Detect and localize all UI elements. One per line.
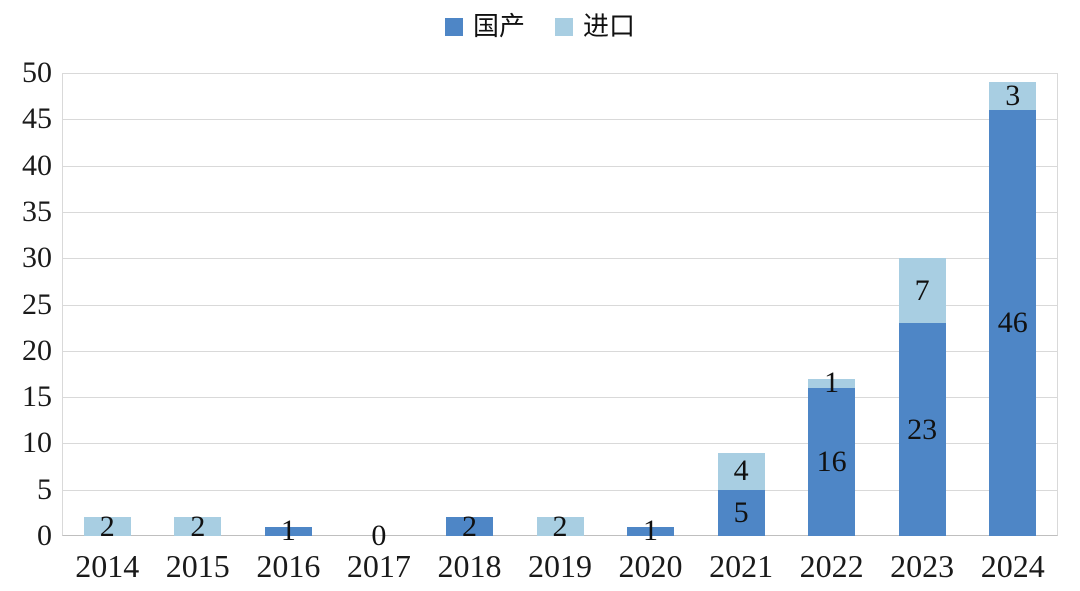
bar-segment-import-2019 (536, 517, 584, 536)
legend: 国产 进口 (0, 14, 1080, 40)
bar-segment-import-2021 (717, 452, 765, 490)
bar-label-import-2023: 7 (914, 273, 930, 307)
y-tick-label: 15 (22, 380, 52, 414)
gridline (62, 443, 1058, 445)
gridline (62, 211, 1058, 213)
bar-label-domestic-2022: 16 (816, 444, 847, 478)
y-tick-label: 5 (37, 472, 52, 506)
bar-label-import-2015: 2 (190, 509, 206, 543)
gridline (62, 489, 1058, 491)
bar-label-domestic-2016: 1 (280, 514, 296, 548)
x-axis-label: 2014 (75, 548, 140, 584)
gridline (62, 350, 1058, 352)
bar-segment-import-2022 (808, 378, 856, 388)
bar-segment-domestic-2024 (989, 110, 1037, 536)
x-axis-label: 2018 (437, 548, 502, 584)
x-axis-label: 2024 (980, 548, 1045, 584)
y-tick-label: 30 (22, 241, 52, 275)
x-axis-label: 2017 (346, 548, 411, 584)
bar-label-import-2019: 2 (552, 509, 568, 543)
bar-label-import-2024: 3 (1005, 79, 1021, 113)
legend-item-import: 进口 (555, 14, 635, 40)
y-tick-label: 10 (22, 426, 52, 460)
gridline (62, 258, 1058, 260)
bar-label-domestic-2020: 1 (643, 514, 659, 548)
x-axis-label: 2019 (527, 548, 592, 584)
gridline (62, 165, 1058, 167)
gridline (62, 397, 1058, 399)
y-tick-label: 40 (22, 148, 52, 182)
y-tick-label: 20 (22, 333, 52, 367)
x-axis-label: 2023 (890, 548, 955, 584)
bar-label-import-2022: 1 (824, 366, 840, 400)
bar-segment-import-2023 (898, 258, 946, 323)
y-tick-label: 25 (22, 287, 52, 321)
x-axis-label: 2015 (165, 548, 230, 584)
bar-segment-domestic-2020 (627, 526, 675, 536)
y-tick-label: 45 (22, 102, 52, 136)
y-tick-label: 50 (22, 56, 52, 89)
legend-swatch-import-icon (555, 18, 573, 36)
bar-label-domestic-2021: 5 (733, 495, 749, 529)
bar-segment-domestic-2022 (808, 387, 856, 536)
bar-segment-domestic-2021 (717, 489, 765, 536)
bar-label-import-2021: 4 (733, 454, 749, 488)
x-axis-label: 2016 (256, 548, 321, 584)
legend-label-domestic: 国产 (472, 12, 525, 41)
bar-label-domestic-2024: 46 (997, 306, 1028, 340)
gridline (62, 119, 1058, 121)
y-tick-label: 0 (37, 519, 52, 552)
bar-label-domestic-2017: 0 (371, 519, 387, 552)
bar-segment-import-2014 (83, 517, 131, 536)
bar-label-domestic-2023: 23 (907, 412, 938, 446)
bar-segment-import-2024 (989, 82, 1037, 111)
gridline (62, 73, 1058, 74)
legend-label-import: 进口 (583, 12, 636, 41)
bar-label-import-2014: 2 (99, 509, 115, 543)
y-tick-label: 35 (22, 194, 52, 228)
legend-item-domestic: 国产 (444, 12, 525, 41)
bar-segment-domestic-2016 (264, 526, 312, 536)
bar-label-domestic-2018: 2 (461, 509, 477, 543)
x-axis-label: 2022 (799, 548, 864, 584)
bar-segment-import-2015 (174, 517, 222, 536)
x-axis-label: 2021 (709, 548, 774, 584)
x-axis-label: 2020 (618, 548, 683, 584)
legend-swatch-domestic-icon (444, 18, 463, 36)
bar-segment-domestic-2023 (898, 323, 946, 536)
gridline (62, 304, 1058, 306)
bar-segment-domestic-2018 (445, 517, 493, 536)
